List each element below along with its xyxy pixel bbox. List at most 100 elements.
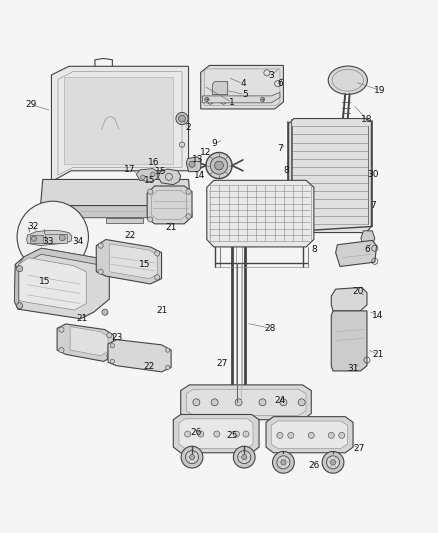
Text: 13: 13 <box>191 156 203 164</box>
Polygon shape <box>147 186 192 224</box>
Circle shape <box>98 243 103 248</box>
Circle shape <box>166 348 170 352</box>
Text: 8: 8 <box>312 246 318 254</box>
Text: 27: 27 <box>353 444 365 453</box>
Circle shape <box>198 431 204 437</box>
Text: 17: 17 <box>124 165 135 174</box>
Text: 15: 15 <box>155 167 166 176</box>
Text: 21: 21 <box>76 314 88 323</box>
Polygon shape <box>110 244 157 279</box>
Text: 15: 15 <box>139 260 151 269</box>
Circle shape <box>185 450 198 464</box>
Text: 15: 15 <box>39 277 51 286</box>
Circle shape <box>181 446 203 468</box>
Circle shape <box>288 432 294 439</box>
Circle shape <box>107 353 112 358</box>
Circle shape <box>189 455 194 460</box>
Text: 21: 21 <box>157 306 168 316</box>
Text: 14: 14 <box>372 311 384 320</box>
Text: 12: 12 <box>200 148 212 157</box>
Circle shape <box>179 115 185 122</box>
Circle shape <box>210 157 228 174</box>
Text: 22: 22 <box>124 231 135 240</box>
Text: 24: 24 <box>274 396 286 405</box>
Circle shape <box>233 431 240 437</box>
Circle shape <box>242 455 247 460</box>
Circle shape <box>322 451 344 473</box>
Circle shape <box>98 269 103 274</box>
Text: 22: 22 <box>144 362 155 371</box>
Polygon shape <box>179 419 253 448</box>
Circle shape <box>186 189 191 194</box>
Polygon shape <box>96 239 162 284</box>
Text: 4: 4 <box>240 79 246 88</box>
Polygon shape <box>14 264 19 309</box>
Text: 8: 8 <box>283 166 290 175</box>
Circle shape <box>148 189 153 194</box>
Text: 15: 15 <box>144 176 155 185</box>
Circle shape <box>277 456 290 469</box>
Circle shape <box>330 460 336 465</box>
Text: 3: 3 <box>268 71 274 80</box>
Circle shape <box>206 152 232 179</box>
Circle shape <box>59 348 64 353</box>
Circle shape <box>151 172 155 176</box>
Polygon shape <box>212 82 228 94</box>
Text: 30: 30 <box>368 169 379 179</box>
Text: 19: 19 <box>374 86 386 95</box>
Circle shape <box>328 432 334 439</box>
Circle shape <box>17 303 23 309</box>
Text: 7: 7 <box>277 144 283 154</box>
Text: 14: 14 <box>194 171 205 180</box>
Circle shape <box>243 431 249 437</box>
Text: 32: 32 <box>27 222 39 231</box>
Polygon shape <box>64 77 173 164</box>
Circle shape <box>185 431 191 437</box>
Text: 21: 21 <box>166 223 177 232</box>
Text: 1: 1 <box>229 98 235 107</box>
Text: 9: 9 <box>212 139 218 148</box>
Polygon shape <box>361 231 375 246</box>
Text: 27: 27 <box>217 359 228 368</box>
Polygon shape <box>271 421 347 448</box>
Polygon shape <box>207 180 314 247</box>
Circle shape <box>259 399 266 406</box>
Ellipse shape <box>328 66 367 94</box>
Circle shape <box>193 399 200 406</box>
Polygon shape <box>286 231 300 245</box>
Polygon shape <box>70 327 108 356</box>
Circle shape <box>205 97 209 102</box>
Text: 26: 26 <box>191 428 202 437</box>
Text: 5: 5 <box>242 90 248 99</box>
Circle shape <box>189 161 195 167</box>
Circle shape <box>32 236 37 241</box>
Text: 34: 34 <box>72 237 83 246</box>
Polygon shape <box>266 417 353 453</box>
Polygon shape <box>41 180 191 206</box>
Circle shape <box>186 214 191 219</box>
Polygon shape <box>331 287 367 311</box>
Text: 20: 20 <box>353 287 364 296</box>
Circle shape <box>155 275 160 280</box>
Polygon shape <box>186 389 306 415</box>
Circle shape <box>166 365 170 370</box>
Text: 26: 26 <box>308 462 320 470</box>
Circle shape <box>59 235 65 241</box>
Circle shape <box>102 264 108 270</box>
Circle shape <box>110 344 115 348</box>
Circle shape <box>326 456 339 469</box>
Circle shape <box>107 333 112 338</box>
Polygon shape <box>186 157 201 172</box>
Text: 6: 6 <box>277 79 283 88</box>
Text: 31: 31 <box>347 364 359 373</box>
Text: 28: 28 <box>265 324 276 333</box>
Circle shape <box>260 97 265 102</box>
Circle shape <box>17 265 23 272</box>
Text: 33: 33 <box>42 237 54 246</box>
Polygon shape <box>41 206 192 218</box>
Text: 29: 29 <box>25 100 37 109</box>
Polygon shape <box>57 324 114 361</box>
Circle shape <box>280 399 287 406</box>
Polygon shape <box>158 169 181 184</box>
Circle shape <box>155 251 160 256</box>
